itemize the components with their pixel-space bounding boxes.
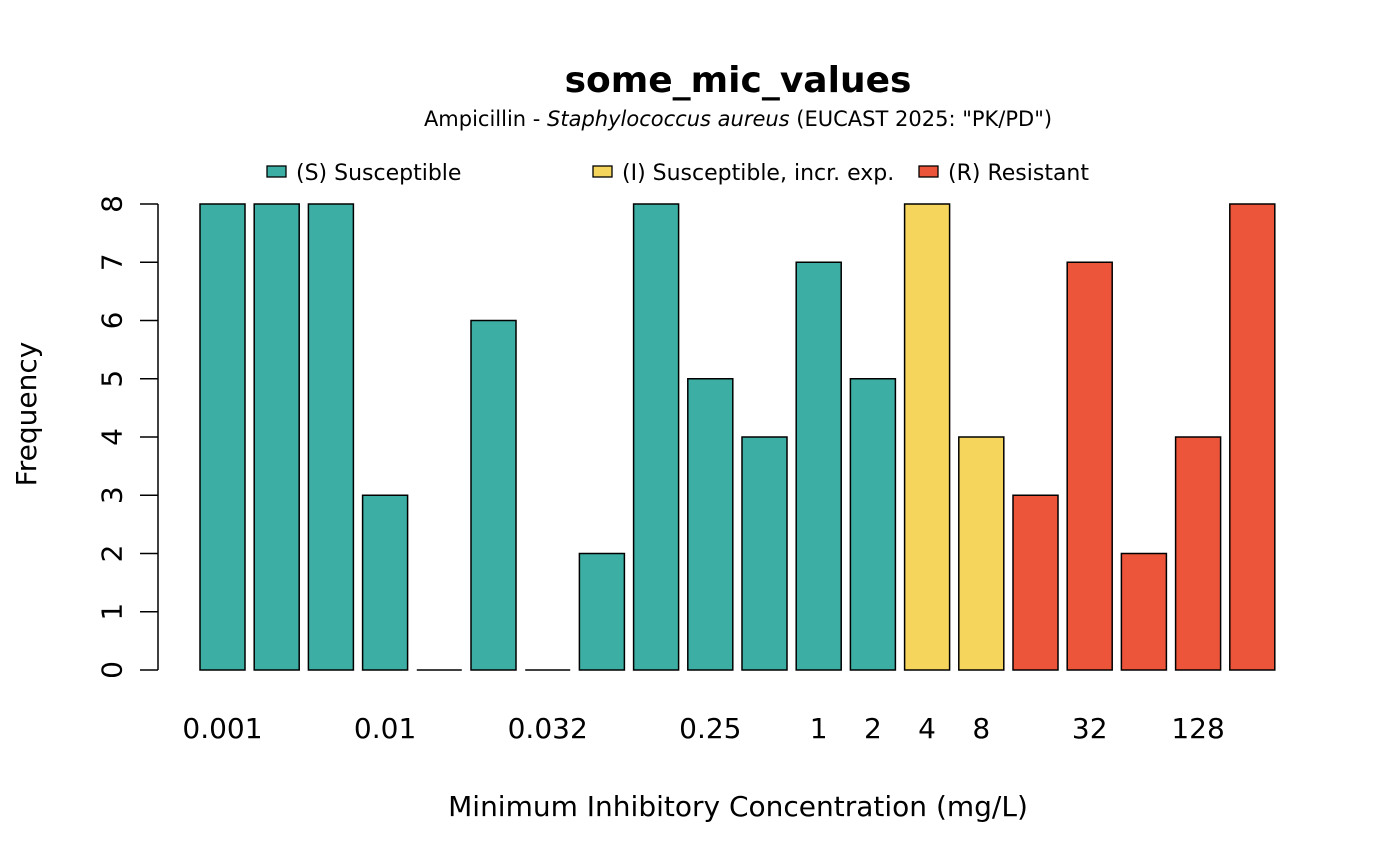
legend-label: (R) Resistant: [948, 161, 1089, 186]
bar: [1120, 552, 1168, 671]
subtitle-organism: Staphylococcus aureus: [547, 107, 790, 131]
y-tick-label: 6: [96, 312, 129, 330]
x-tick-label: 2: [864, 712, 882, 745]
bar: [687, 378, 734, 671]
x-axis-tick-labels: 0.001 0.01 0.032 0.25 1 2 4 8 32 128: [182, 712, 1224, 745]
bar: [470, 319, 517, 671]
x-tick-label: 4: [918, 712, 936, 745]
chart-title: some_mic_values: [565, 60, 912, 101]
x-axis-label: Minimum Inhibitory Concentration (mg/L): [448, 790, 1028, 823]
x-tick-label: 0.032: [508, 712, 588, 745]
y-tick-label: 2: [96, 545, 129, 563]
legend-label: (S) Susceptible: [296, 161, 461, 186]
bar: [578, 552, 626, 671]
y-tick-label: 7: [96, 253, 129, 271]
bar: [253, 203, 300, 671]
bar: [795, 261, 842, 671]
bar: [199, 203, 246, 671]
bar: [958, 436, 1005, 671]
legend-swatch: [918, 165, 939, 178]
legend-label: (I) Susceptible, incr. exp.: [622, 161, 894, 186]
bar: [1174, 436, 1222, 671]
y-axis-label: Frequency: [10, 342, 43, 487]
legend-swatch: [266, 165, 287, 178]
subtitle-prefix: Ampicillin -: [424, 107, 547, 131]
y-axis: 0 1 2 3 4 5 6 7 8: [96, 195, 159, 679]
x-tick-label: 1: [810, 712, 828, 745]
bar: [849, 378, 897, 671]
x-tick-label: 0.01: [354, 712, 416, 745]
bar: [903, 203, 951, 671]
x-tick-label: 0.25: [679, 712, 741, 745]
bars-group: [199, 203, 1276, 671]
bar: [1229, 203, 1276, 671]
x-tick-label: 128: [1171, 712, 1224, 745]
bar: [1012, 494, 1059, 671]
bar: [741, 436, 788, 671]
bar: [632, 203, 680, 671]
y-tick-label: 0: [96, 661, 129, 679]
legend-swatch: [592, 165, 613, 178]
x-tick-label: 32: [1072, 712, 1108, 745]
y-tick-label: 8: [96, 195, 129, 213]
subtitle-suffix: (EUCAST 2025: "PK/PD"): [790, 107, 1052, 131]
y-tick-label: 4: [96, 428, 129, 446]
x-tick-label: 0.001: [182, 712, 262, 745]
y-tick-label: 5: [96, 370, 129, 388]
bar: [361, 494, 409, 671]
chart-subtitle: Ampicillin - Staphylococcus aureus (EUCA…: [424, 107, 1052, 131]
y-tick-label: 3: [96, 486, 129, 504]
y-tick-label: 1: [96, 603, 129, 621]
chart-legend: (S) Susceptible (I) Susceptible, incr. ex…: [266, 161, 1089, 186]
x-tick-label: 8: [972, 712, 990, 745]
bar: [307, 203, 355, 671]
bar: [1066, 261, 1113, 671]
